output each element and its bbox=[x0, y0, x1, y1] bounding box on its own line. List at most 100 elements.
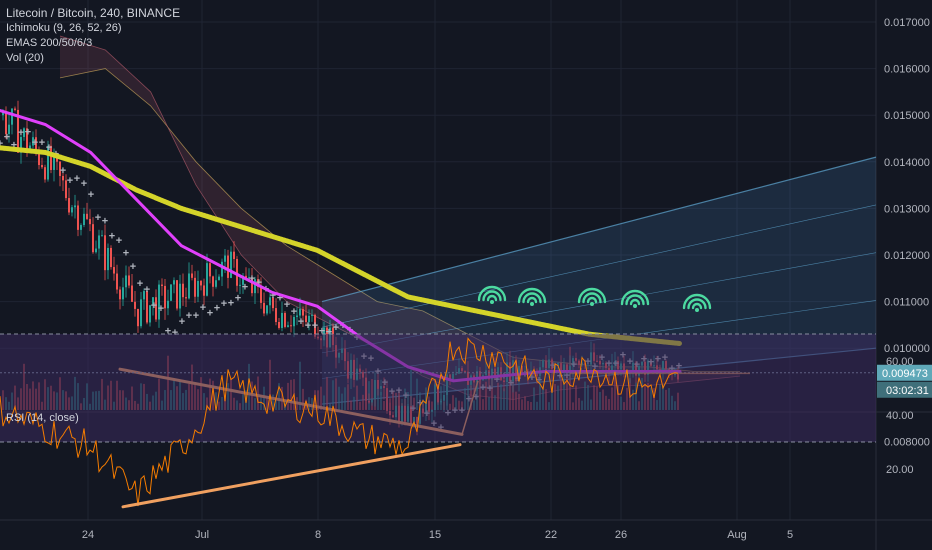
candle-body bbox=[29, 145, 31, 151]
candle-body bbox=[314, 314, 316, 337]
indicator-emas[interactable]: EMAS 200/50/6/3 bbox=[6, 37, 93, 49]
indicator-ichimoku[interactable]: Ichimoku (9, 26, 52, 26) bbox=[6, 22, 122, 34]
price-tick-label: 0.008000 bbox=[884, 436, 930, 448]
candle-body bbox=[179, 283, 181, 309]
countdown-badge bbox=[877, 381, 932, 398]
time-tick-label: 8 bbox=[315, 529, 321, 541]
lagging-span-mark: + bbox=[137, 278, 143, 290]
candle-body bbox=[26, 128, 28, 151]
lagging-span-mark: + bbox=[228, 297, 234, 309]
candle-body bbox=[299, 309, 301, 316]
price-tick-label: 0.013000 bbox=[884, 203, 930, 215]
lagging-span-mark: + bbox=[186, 310, 192, 322]
lagging-span-mark: + bbox=[0, 138, 3, 150]
price-tick-label: 0.016000 bbox=[884, 64, 930, 76]
time-tick-label: 24 bbox=[82, 529, 94, 541]
rsi-line bbox=[0, 337, 679, 507]
lagging-span-mark: + bbox=[179, 316, 185, 328]
lagging-span-mark: + bbox=[46, 142, 52, 154]
lagging-span-mark: + bbox=[130, 261, 136, 273]
candle-body bbox=[275, 308, 277, 322]
lagging-span-mark: + bbox=[39, 137, 45, 149]
candle-body bbox=[281, 312, 283, 328]
candle-body bbox=[176, 280, 178, 309]
candle-body bbox=[245, 275, 247, 278]
candle-body bbox=[14, 108, 16, 110]
candle-body bbox=[128, 275, 130, 286]
price-tick-label: 0.012000 bbox=[884, 250, 930, 262]
wifi-arc bbox=[629, 298, 641, 306]
candle-body bbox=[59, 161, 61, 176]
candle-body bbox=[122, 287, 124, 300]
wifi-arc bbox=[620, 289, 650, 306]
candle-body bbox=[110, 247, 112, 268]
rsi-tick-label: 60.00 bbox=[886, 356, 914, 368]
candle-body bbox=[35, 137, 37, 150]
candle-body bbox=[143, 291, 145, 300]
candle-body bbox=[158, 284, 160, 320]
ema200-line bbox=[0, 145, 683, 347]
candle-body bbox=[119, 289, 121, 300]
candle-body bbox=[155, 297, 157, 320]
lagging-span-mark: + bbox=[67, 175, 73, 187]
candle-body bbox=[308, 315, 310, 323]
lagging-span-mark: + bbox=[221, 298, 227, 310]
wifi-arc bbox=[486, 294, 498, 302]
lagging-span-mark: + bbox=[95, 212, 101, 224]
candle-body bbox=[188, 273, 190, 299]
lagging-span-mark: + bbox=[214, 302, 220, 314]
candle-body bbox=[239, 284, 241, 286]
rsi-label[interactable]: RSI (14, close) bbox=[6, 412, 79, 424]
candle-body bbox=[113, 267, 115, 274]
candle-body bbox=[74, 205, 76, 208]
channel-line bbox=[321, 204, 877, 328]
candle-body bbox=[287, 325, 289, 327]
candle-body bbox=[182, 283, 184, 298]
candle-body bbox=[20, 136, 22, 153]
lagging-span-mark: + bbox=[165, 326, 171, 338]
candle-body bbox=[11, 108, 13, 125]
candle-body bbox=[125, 275, 127, 288]
lagging-span-mark: + bbox=[151, 300, 157, 312]
lagging-span-mark: + bbox=[116, 235, 122, 247]
wifi-dot bbox=[530, 302, 534, 306]
wifi-icon bbox=[477, 285, 507, 304]
price-tick-label: 0.014000 bbox=[884, 157, 930, 169]
candle-body bbox=[83, 213, 85, 226]
wifi-icon bbox=[517, 287, 547, 306]
time-tick-label: 15 bbox=[429, 529, 441, 541]
wifi-dot bbox=[490, 300, 494, 304]
candle-body bbox=[191, 273, 193, 278]
candle-body bbox=[170, 284, 172, 301]
candle-body bbox=[140, 299, 142, 327]
indicator-volume[interactable]: Vol (20) bbox=[6, 52, 44, 64]
lagging-span-mark: + bbox=[333, 322, 339, 334]
wifi-arc bbox=[582, 292, 602, 304]
candle-body bbox=[164, 285, 166, 309]
wifi-dot bbox=[695, 308, 699, 312]
rsi-trendline bbox=[121, 443, 462, 509]
time-tick-label: 5 bbox=[787, 529, 793, 541]
wifi-arc bbox=[682, 293, 712, 310]
candle-body bbox=[134, 301, 136, 309]
lagging-span-mark: + bbox=[158, 303, 164, 315]
candle-body bbox=[296, 315, 298, 317]
candle-body bbox=[224, 255, 226, 262]
candle-body bbox=[71, 207, 73, 213]
candle-body bbox=[290, 325, 292, 327]
lagging-span-mark: + bbox=[291, 306, 297, 318]
lagging-span-mark: + bbox=[172, 327, 178, 339]
candle-body bbox=[89, 218, 91, 225]
lagging-span-mark: + bbox=[144, 284, 150, 296]
candle-body bbox=[137, 308, 139, 327]
chart-legend: Litecoin / Bitcoin, 240, BINANCE Ichimok… bbox=[6, 6, 180, 66]
candle-body bbox=[116, 273, 118, 290]
wifi-icon bbox=[620, 289, 650, 308]
candle-body bbox=[131, 285, 133, 302]
lagging-span-mark: + bbox=[123, 248, 129, 260]
candle-body bbox=[272, 297, 274, 309]
candle-body bbox=[32, 137, 34, 146]
lagging-span-mark: + bbox=[319, 325, 325, 337]
candle-body bbox=[221, 261, 223, 277]
